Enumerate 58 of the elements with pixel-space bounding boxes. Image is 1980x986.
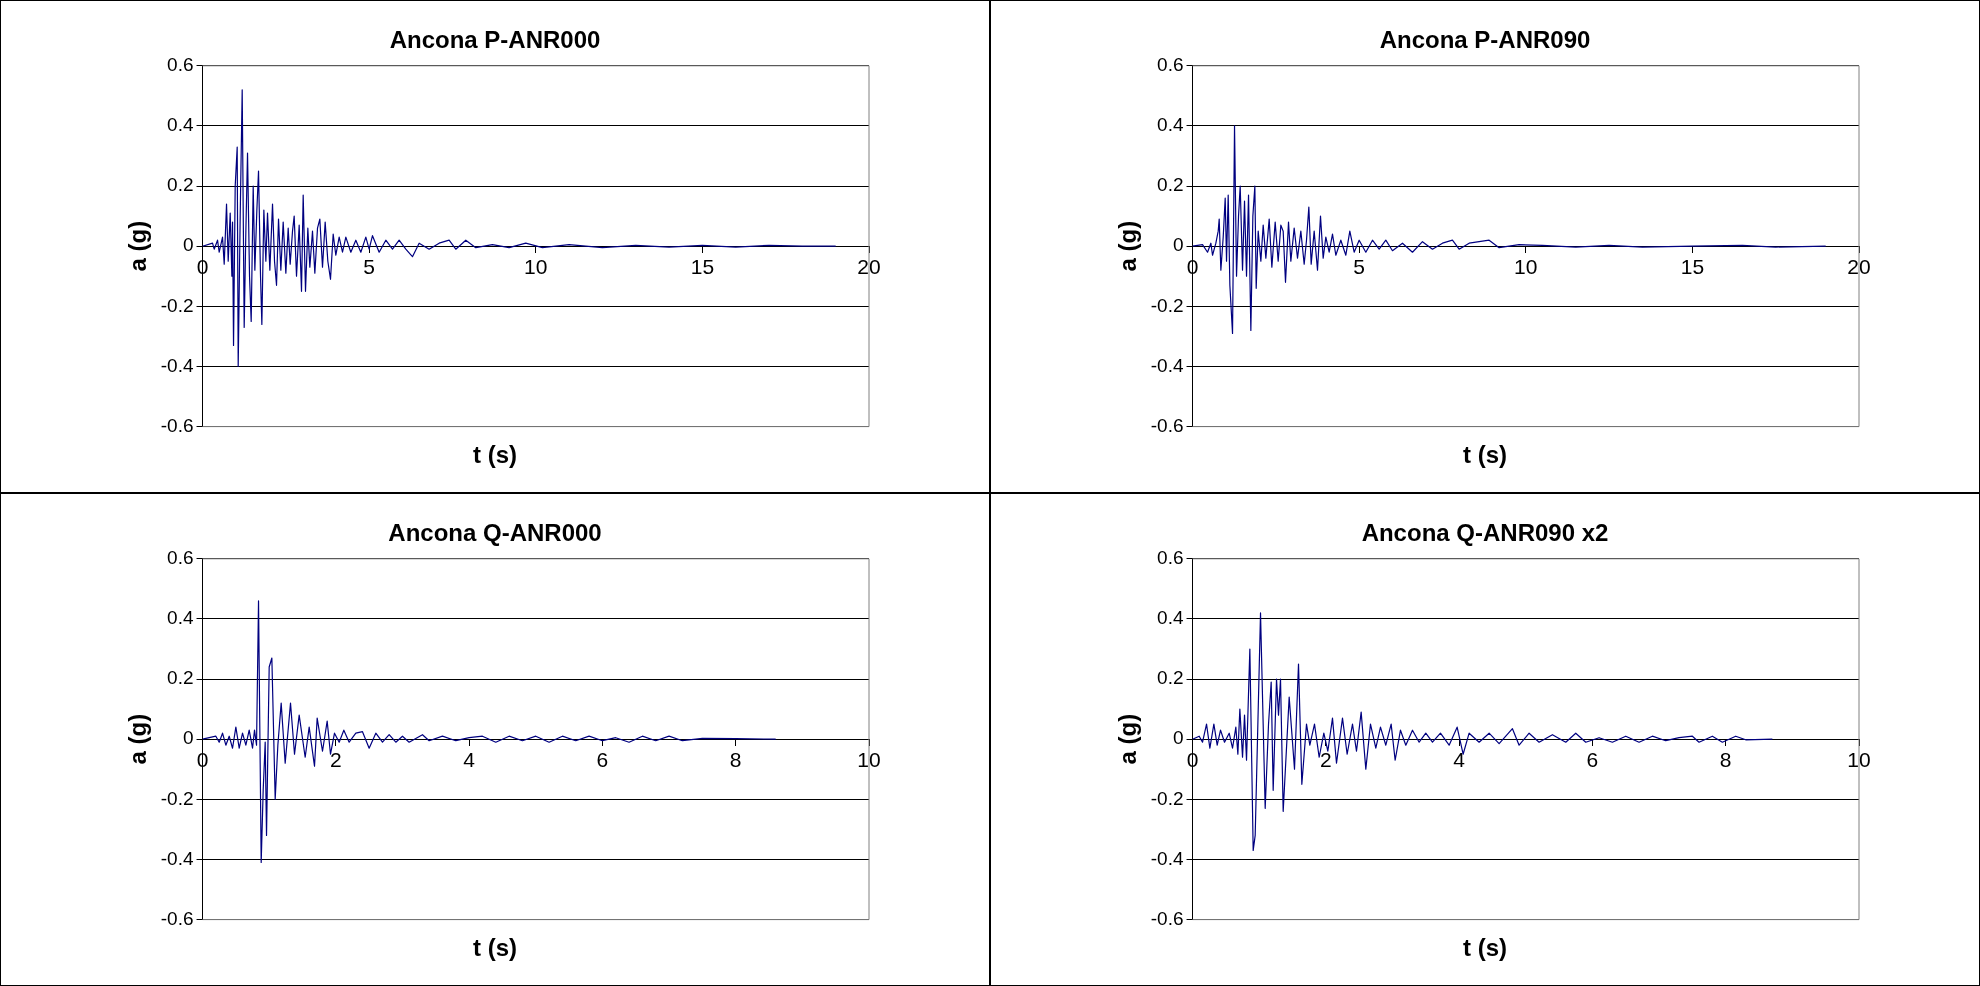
x-tick-label: 6 <box>596 747 609 771</box>
y-tick-label: 0.6 <box>167 54 194 76</box>
x-axis-title: t (s) <box>1462 934 1508 962</box>
y-tick-label: -0.6 <box>1150 907 1184 929</box>
x-tick-label: 4 <box>1453 747 1466 771</box>
x-tick-label: 8 <box>1719 747 1732 771</box>
y-tick-label: -0.2 <box>1150 294 1184 316</box>
x-tick-label: 15 <box>1680 254 1705 278</box>
x-tick-label: 6 <box>1586 747 1599 771</box>
y-tick-label: 0.4 <box>167 607 194 629</box>
chart-title: Ancona Q-ANR000 <box>388 519 602 547</box>
y-axis-title: a (g) <box>1114 713 1142 765</box>
y-tick-label: -0.6 <box>1150 414 1184 436</box>
y-tick-label: 0 <box>1172 727 1184 749</box>
y-tick-label: 0.4 <box>167 114 194 136</box>
y-tick-label: 0.2 <box>167 174 194 196</box>
y-tick-label: -0.4 <box>160 847 194 869</box>
x-tick-label: 5 <box>363 254 375 278</box>
x-tick-label: 5 <box>1353 254 1365 278</box>
x-tick-label: 20 <box>857 254 881 278</box>
x-axis-title: t (s) <box>472 441 518 469</box>
y-tick-label: 0 <box>1172 234 1184 256</box>
x-tick-label: 10 <box>1514 254 1538 278</box>
y-tick-label: -0.2 <box>1150 787 1184 809</box>
x-tick-label: 2 <box>329 747 342 771</box>
y-tick-label: -0.2 <box>160 294 194 316</box>
x-tick-label: 4 <box>463 747 476 771</box>
x-tick-label: 15 <box>690 254 715 278</box>
x-axis-title: t (s) <box>1462 441 1508 469</box>
y-tick-label: -0.2 <box>160 787 194 809</box>
y-tick-label: -0.4 <box>1150 847 1184 869</box>
chart-title: Ancona P-ANR000 <box>389 26 601 54</box>
y-tick-label: 0 <box>182 727 194 749</box>
y-axis-title: a (g) <box>1114 220 1142 272</box>
x-tick-label: 10 <box>857 747 881 771</box>
y-tick-label: 0.2 <box>167 667 194 689</box>
y-tick-label: -0.4 <box>1150 354 1184 376</box>
x-tick-label: 8 <box>729 747 742 771</box>
x-tick-label: 20 <box>1847 254 1871 278</box>
x-tick-label: 10 <box>524 254 548 278</box>
y-tick-label: 0.6 <box>1157 547 1184 569</box>
x-axis-title: t (s) <box>472 934 518 962</box>
y-tick-label: 0.6 <box>167 547 194 569</box>
y-tick-label: 0.2 <box>1157 174 1184 196</box>
chart-title: Ancona P-ANR090 <box>1379 26 1591 54</box>
y-tick-label: 0.2 <box>1157 667 1184 689</box>
y-tick-label: -0.4 <box>160 354 194 376</box>
y-axis-title: a (g) <box>124 713 152 765</box>
y-axis-title: a (g) <box>124 220 152 272</box>
y-tick-label: 0.6 <box>1157 54 1184 76</box>
y-tick-label: -0.6 <box>160 907 194 929</box>
y-tick-label: 0.4 <box>1157 114 1184 136</box>
y-tick-label: 0 <box>182 234 194 256</box>
x-tick-label: 2 <box>1319 747 1332 771</box>
y-tick-label: 0.4 <box>1157 607 1184 629</box>
y-tick-label: -0.6 <box>160 414 194 436</box>
chart-title: Ancona Q-ANR090 x2 <box>1361 519 1609 547</box>
x-tick-label: 10 <box>1847 747 1871 771</box>
